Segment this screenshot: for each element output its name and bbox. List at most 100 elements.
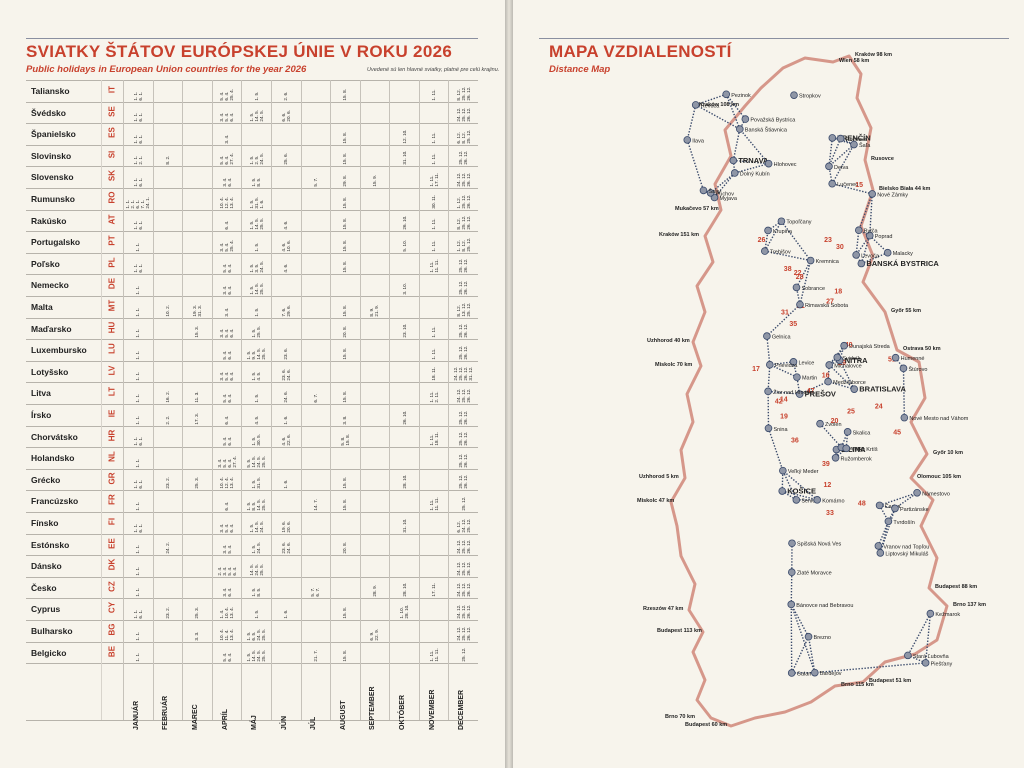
holiday-dates: 5. 4. 6. 4.	[221, 393, 232, 403]
city-marker	[793, 373, 801, 381]
road	[828, 138, 842, 167]
city-label: Medzilaborce	[833, 380, 866, 386]
month-column-divider	[418, 80, 420, 720]
city-label: Veľký Meder	[788, 469, 819, 475]
distance-label: 33	[826, 510, 834, 517]
city-label: Kežmarok	[935, 612, 960, 618]
holiday-dates: 4. 5.	[253, 415, 259, 425]
country-name: Holandsko	[31, 453, 75, 464]
country-code: RO	[107, 191, 117, 204]
holiday-dates: 1. 6.	[283, 479, 289, 489]
holiday-dates: 3. 8.	[342, 415, 348, 425]
holiday-dates: 1. 1.	[135, 242, 141, 252]
city-label: Vranov nad Topľou	[883, 544, 929, 550]
country-code: IE	[107, 409, 117, 418]
city-label: BANSKÁ BYSTRICA	[866, 259, 939, 268]
city-marker	[850, 385, 859, 393]
holiday-dates: 15. 8.	[342, 218, 348, 230]
holiday-dates: 24. 12. 25. 12. 26. 12.	[455, 172, 471, 187]
holiday-dates: 25. 12. 26. 12.	[458, 431, 469, 446]
city-label: Piešťany	[931, 661, 953, 667]
holiday-dates: 10. 4. 11. 4. 13. 4.	[219, 628, 235, 641]
table-row-divider	[26, 533, 478, 535]
name-column-divider	[123, 80, 124, 720]
holiday-dates: 4. 6.	[283, 220, 289, 230]
holiday-dates: 5. 5. 14. 5. 24. 5. 25. 5.	[246, 455, 267, 468]
city-marker	[777, 217, 786, 226]
holiday-dates: 15. 8.	[342, 131, 348, 144]
holiday-dates: 1. 1.	[135, 328, 141, 338]
border-crossing-label: Olomouc 105 km	[917, 474, 961, 480]
holiday-dates: 10. 4. 12. 4. 13. 4.	[219, 196, 235, 209]
holiday-dates: 3. 4. 6. 4.	[221, 587, 232, 597]
holiday-dates: 6. 4.	[224, 415, 230, 425]
holiday-dates: 24. 2.	[164, 542, 170, 554]
road	[732, 160, 736, 174]
holiday-dates: 10. 2.	[164, 304, 170, 317]
holiday-dates: 25. 12. 26. 12.	[458, 280, 469, 295]
country-code: GR	[107, 472, 117, 485]
city-marker	[891, 504, 899, 513]
road	[858, 193, 873, 231]
distance-label: 19	[780, 413, 788, 420]
holiday-dates: 8. 12. 25. 12. 26. 12.	[455, 215, 471, 230]
city-label: Rimavská Sobota	[805, 303, 849, 309]
city-marker	[792, 283, 801, 292]
country-code: HU	[107, 321, 117, 333]
country-code: SE	[107, 105, 117, 117]
holiday-dates: 1. 1. 2. 1.	[132, 155, 143, 165]
city-label: Považská Bystrica	[750, 118, 796, 124]
city-marker	[787, 600, 796, 609]
city-marker	[778, 487, 787, 495]
city-marker	[788, 539, 796, 548]
road	[732, 128, 741, 161]
holiday-dates: 3. 4. 6. 4.	[221, 177, 232, 187]
holiday-dates: 1. 5. 14. 5. 25. 5.	[248, 218, 264, 230]
holiday-dates: 25. 12. 26. 12.	[458, 474, 469, 489]
city-label: Senec	[846, 446, 862, 452]
table-row-divider	[26, 468, 478, 470]
table-row-divider	[26, 274, 478, 276]
road	[924, 613, 932, 663]
holiday-dates: 1. 11.	[431, 218, 437, 230]
month-column-divider	[359, 80, 361, 720]
holiday-dates: 1. 11. 11. 11.	[428, 259, 439, 273]
holiday-dates: 5. 4. 6. 4.	[221, 436, 232, 446]
holiday-dates: 1. 12. 25. 12. 26. 12.	[455, 194, 471, 209]
country-name: Dánsko	[31, 561, 62, 572]
table-row-divider	[26, 339, 478, 341]
border-crossing-label: Rzeszów 47 km	[643, 606, 683, 612]
country-code: ES	[107, 127, 117, 139]
holiday-dates: 1. 5. 25. 5.	[251, 326, 262, 338]
holiday-dates: 7. 6. 29. 6.	[280, 304, 291, 317]
distance-label: 22	[794, 270, 802, 277]
table-note: Uvedené sú len hlavné sviatky, platné pr…	[367, 67, 500, 73]
holiday-dates: 1. 5. 24. 5.	[251, 542, 262, 554]
holiday-dates: 28. 10.	[401, 582, 407, 597]
holiday-dates: 31. 10.	[401, 150, 407, 165]
holiday-dates: 24. 12. 25. 12. 26. 12.	[455, 561, 471, 576]
map-subtitle: Distance Map	[549, 64, 611, 75]
road	[869, 235, 889, 254]
holiday-dates: 1. 1. 6. 1.	[132, 609, 143, 619]
holiday-dates: 21. 7.	[312, 650, 318, 662]
holiday-dates: 15. 8.	[342, 304, 348, 317]
country-name: Fínsko	[31, 518, 59, 528]
city-marker	[884, 517, 893, 526]
road	[790, 572, 793, 605]
holiday-dates: 1. 5. 31. 5. 1. 6.	[248, 196, 264, 209]
holiday-dates: 6. 12. 8. 12. 25. 12.	[455, 129, 471, 144]
city-marker	[787, 568, 796, 577]
road	[795, 260, 812, 288]
holiday-dates: 1. 1.	[135, 307, 141, 317]
holiday-dates: 1. 1.	[135, 631, 141, 641]
city-label: Pezinok	[731, 93, 751, 99]
road	[860, 235, 871, 264]
holiday-dates: 17. 11.	[431, 583, 437, 597]
city-marker	[875, 501, 884, 510]
city-marker	[900, 413, 909, 422]
holiday-dates: 15. 8.	[342, 498, 348, 511]
city-label: Myjava	[719, 196, 737, 202]
holiday-dates: 19. 3. 31. 3.	[191, 304, 202, 317]
country-name: Maďarsko	[31, 323, 72, 334]
